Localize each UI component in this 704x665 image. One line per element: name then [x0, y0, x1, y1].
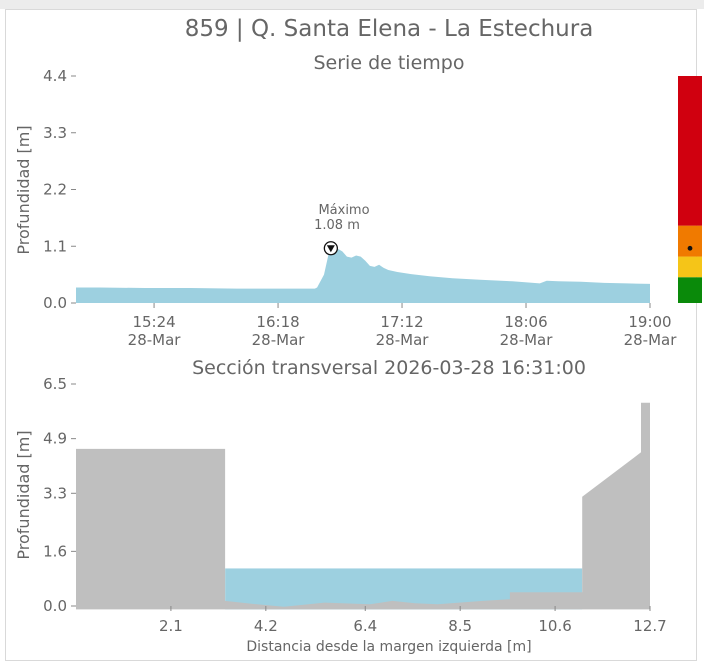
x-tick-time-label: 16:18 — [256, 313, 299, 331]
x-tick-date-label: 28-Mar — [376, 331, 430, 349]
cross-section-plot: 0.0 1.6 3.3 4.9 6.5 2.1 4.2 6.4 8.5 10.6 12.7 — [43, 375, 667, 635]
section-xlabel: Distancia desde la margen izquierda [m] — [246, 639, 531, 655]
x-tick-label: 6.4 — [353, 617, 377, 635]
max-annotation-value: 1.08 m — [314, 218, 360, 233]
x-tick-time-label: 17:12 — [380, 313, 423, 331]
level-band — [678, 277, 702, 303]
x-tick-time-label: 15:24 — [132, 313, 175, 331]
y-tick-label: 4.9 — [43, 430, 67, 448]
y-tick-label: 1.1 — [43, 237, 67, 255]
level-marker-dot — [687, 245, 693, 251]
y-tick-label: 1.6 — [43, 542, 67, 560]
level-band — [678, 225, 702, 257]
level-band — [678, 256, 702, 278]
max-marker-triangle — [326, 245, 335, 253]
depth-series-area — [76, 247, 650, 303]
y-tick-label: 6.5 — [43, 375, 67, 393]
y-tick-label: 0.0 — [43, 294, 67, 312]
x-tick-label: 12.7 — [633, 617, 666, 635]
x-tick-label: 4.2 — [254, 617, 278, 635]
section-ylabel: Profundidad [m] — [14, 430, 33, 559]
timeseries-ylabel: Profundidad [m] — [14, 125, 33, 254]
y-tick-label: 3.3 — [43, 124, 67, 142]
x-tick-date-label: 28-Mar — [500, 331, 554, 349]
x-tick-label: 10.6 — [538, 617, 571, 635]
main-title: 859 | Q. Santa Elena - La Estechura — [185, 16, 594, 42]
timeseries-title: Serie de tiempo — [314, 52, 465, 74]
x-tick-date-label: 28-Mar — [128, 331, 182, 349]
timeseries-plot: 0.01.12.23.34.415:2428-Mar16:1828-Mar17:… — [43, 67, 702, 349]
y-tick-label: 4.4 — [43, 67, 67, 85]
section-title: Sección transversal 2026-03-28 16:31:00 — [192, 357, 586, 379]
top-bar — [0, 0, 704, 9]
y-tick-label: 2.2 — [43, 181, 67, 199]
y-tick-label: 3.3 — [43, 484, 67, 502]
x-tick-time-label: 19:00 — [628, 313, 671, 331]
x-tick-label: 2.1 — [159, 617, 183, 635]
max-annotation-label: Máximo — [318, 203, 369, 218]
x-tick-time-label: 18:06 — [504, 313, 547, 331]
x-tick-date-label: 28-Mar — [252, 331, 306, 349]
terrain-profile — [76, 402, 650, 610]
x-tick-date-label: 28-Mar — [624, 331, 678, 349]
level-band — [678, 76, 702, 226]
y-tick-label: 0.0 — [43, 597, 67, 615]
x-tick-label: 8.5 — [448, 617, 472, 635]
